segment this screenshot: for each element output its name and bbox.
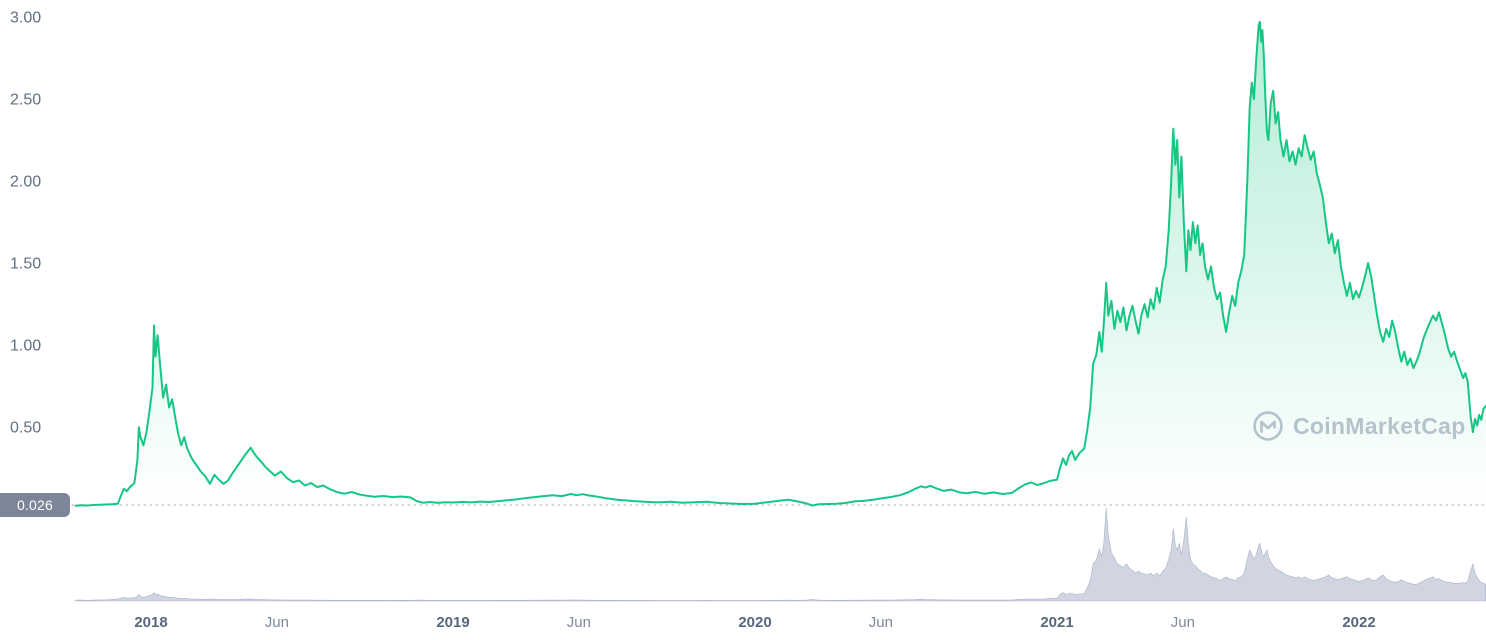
y-axis-tick: 2.50 bbox=[10, 92, 41, 109]
y-axis-tick: 1.00 bbox=[10, 338, 41, 355]
y-axis-tick: 2.00 bbox=[10, 174, 41, 191]
x-axis-tick: Jun bbox=[869, 614, 893, 631]
x-axis-tick: Jun bbox=[265, 614, 289, 631]
price-area-fill bbox=[75, 21, 1486, 506]
x-axis-tick: 2019 bbox=[436, 614, 469, 631]
volume-bars bbox=[75, 507, 1486, 602]
x-axis-tick: Jun bbox=[567, 614, 591, 631]
y-axis-tick: 0.50 bbox=[10, 420, 41, 437]
x-axis-tick: 2021 bbox=[1040, 614, 1073, 631]
baseline-price-badge: 0.026 bbox=[0, 493, 70, 517]
y-axis-tick: 3.00 bbox=[10, 10, 41, 27]
x-axis-tick: 2018 bbox=[134, 614, 167, 631]
baseline-price-label: 0.026 bbox=[16, 497, 54, 513]
x-axis-tick: 2022 bbox=[1342, 614, 1375, 631]
price-line bbox=[74, 20, 1486, 507]
x-axis-tick: Jun bbox=[1171, 614, 1195, 631]
y-axis-tick: 1.50 bbox=[10, 256, 41, 273]
x-axis-tick: 2020 bbox=[738, 614, 771, 631]
